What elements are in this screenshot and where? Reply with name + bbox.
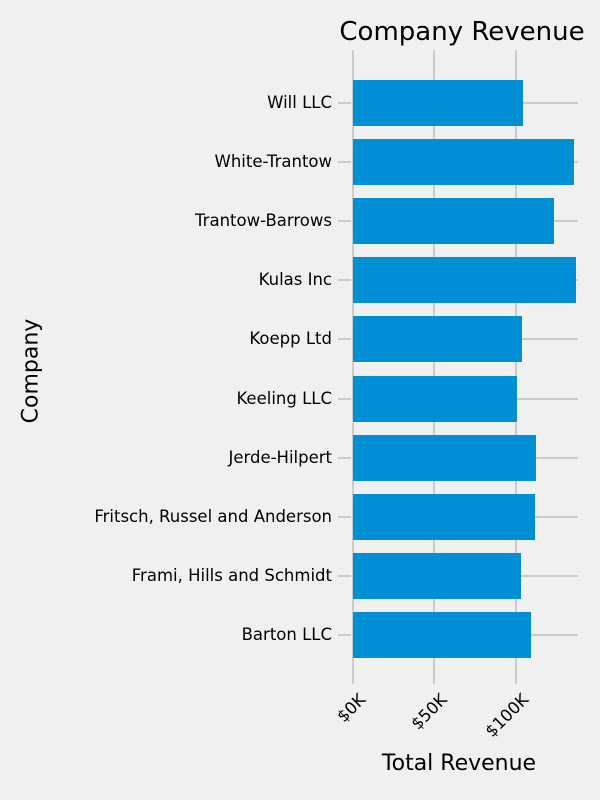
y-tick-label: Jerde-Hilpert <box>228 447 332 467</box>
y-tick-label: Kulas Inc <box>258 270 332 290</box>
x-tick-label: $100K <box>481 690 533 741</box>
x-tick-label: $50K <box>407 690 451 734</box>
bar-frami-hills-and-schmidt <box>353 552 522 599</box>
y-tick-mark <box>338 574 351 577</box>
x-axis-label: Total Revenue <box>381 751 537 776</box>
bar-white-trantow <box>353 139 574 186</box>
bar-keeling-llc <box>353 375 518 422</box>
bar-fritsch-russel-and-anderson <box>353 493 536 540</box>
y-tick-label: Trantow-Barrows <box>195 211 332 231</box>
y-tick-label: Keeling LLC <box>236 388 332 408</box>
y-tick-mark <box>338 102 351 104</box>
y-tick-label: Koepp Ltd <box>249 329 332 349</box>
bar-will-llc <box>353 80 523 126</box>
bar-kulas-inc <box>353 257 577 304</box>
y-tick-mark <box>338 633 351 636</box>
gridline-vertical <box>514 50 517 684</box>
y-tick-label: Fritsch, Russel and Anderson <box>94 506 332 526</box>
y-tick-label: White-Trantow <box>214 152 332 172</box>
bar-barton-llc <box>353 611 531 658</box>
gridline-vertical <box>433 50 436 684</box>
y-tick-mark <box>338 161 351 164</box>
y-tick-label: Will LLC <box>267 93 332 112</box>
x-tick-label: $0K <box>333 690 370 726</box>
y-tick-mark <box>338 456 351 459</box>
chart-title: Company Revenue <box>339 17 585 47</box>
gridline-vertical <box>352 50 354 684</box>
y-tick-mark <box>338 279 351 282</box>
bar-koepp-ltd <box>353 316 522 363</box>
y-tick-label: Frami, Hills and Schmidt <box>131 565 332 585</box>
y-axis-label: Company <box>18 318 44 424</box>
y-tick-mark <box>338 220 351 223</box>
y-tick-label: Barton LLC <box>241 624 332 644</box>
y-tick-mark <box>338 397 351 400</box>
bar-jerde-hilpert <box>353 434 537 481</box>
y-tick-mark <box>338 515 351 518</box>
plot-area <box>352 50 578 684</box>
bar-trantow-barrows <box>353 198 554 245</box>
y-tick-mark <box>338 338 351 341</box>
